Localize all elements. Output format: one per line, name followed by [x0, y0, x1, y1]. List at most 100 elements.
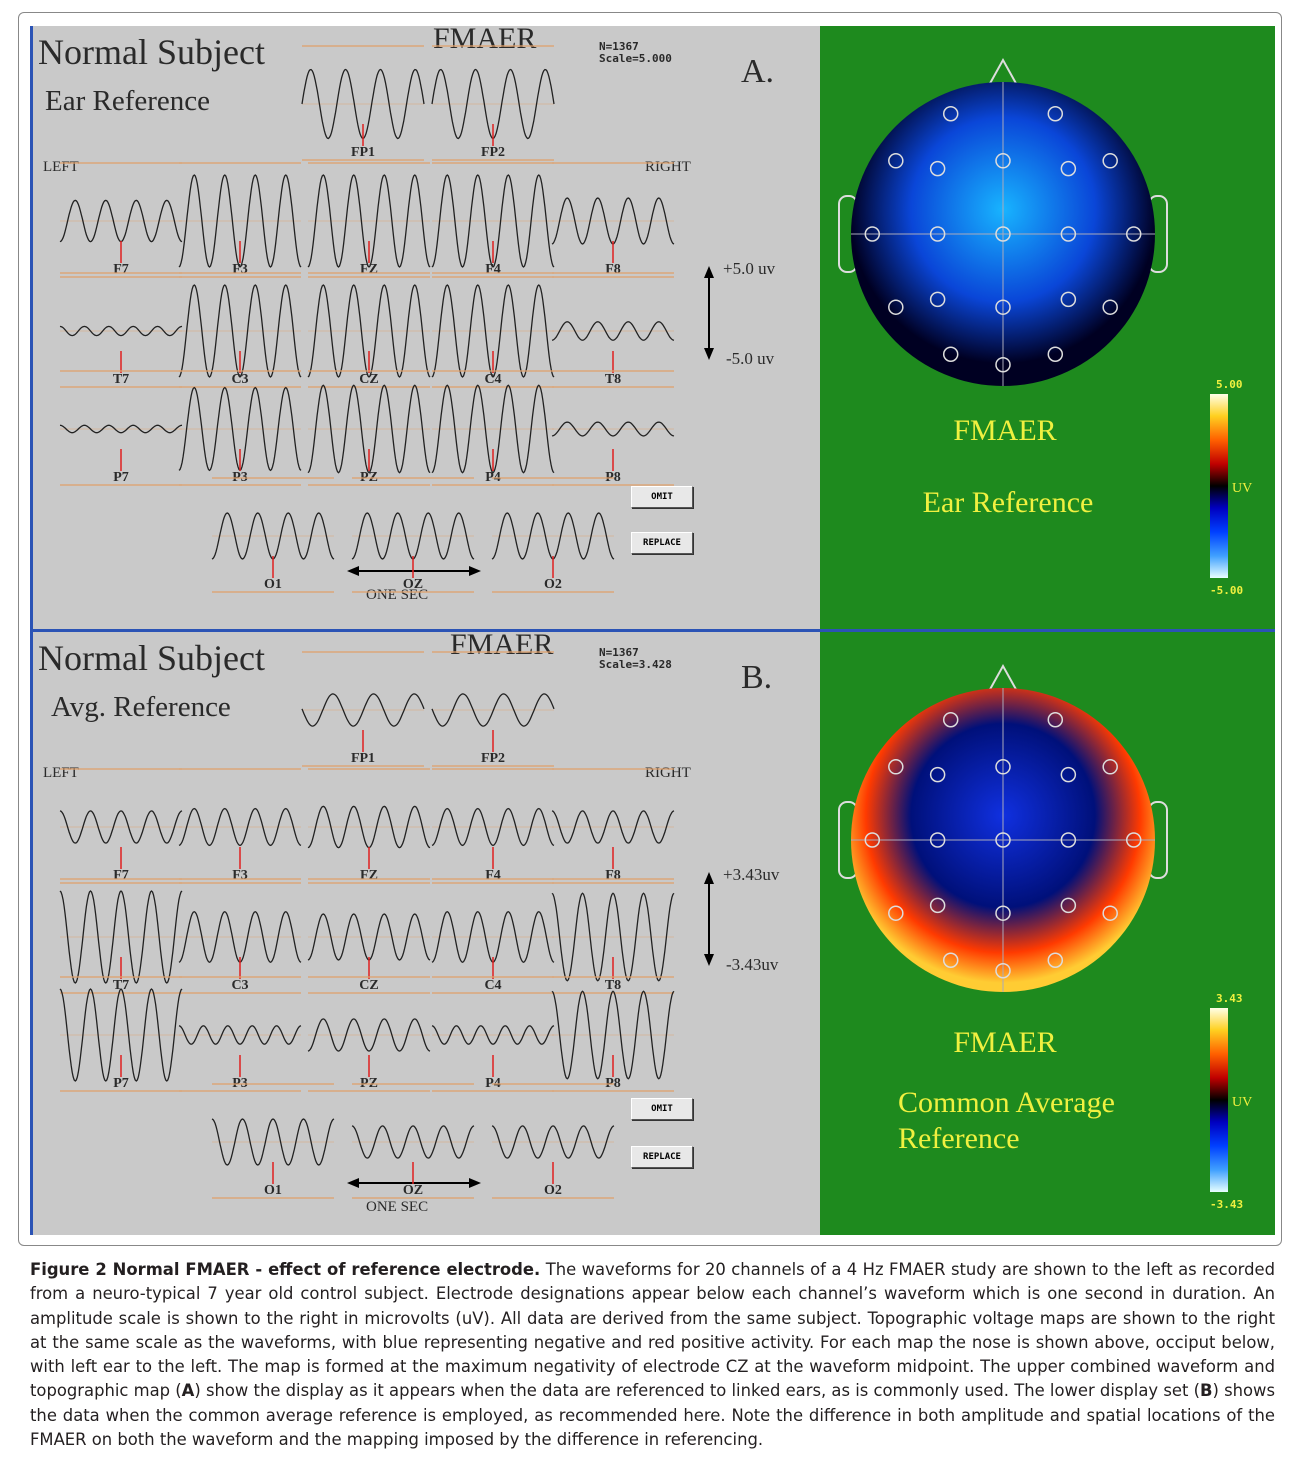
- waveform-oz: [351, 1125, 475, 1159]
- channel-label-f8: F8: [605, 868, 621, 883]
- channel-label-p7: P7: [113, 1076, 129, 1091]
- channel-label-oz: OZ: [403, 1183, 423, 1198]
- electrode-marker: [864, 832, 881, 848]
- electrode-marker: [995, 299, 1011, 315]
- topomap-panel-a: FMAER Ear Reference 5.00 UV -5.00: [820, 26, 1275, 629]
- electrode-marker: [995, 356, 1011, 373]
- arrow-head-up: [704, 872, 714, 884]
- colorbar-min: -3.43: [1210, 1198, 1243, 1211]
- left-label: LEFT: [43, 159, 79, 175]
- scale-bottom-label: -5.0 uv: [726, 349, 775, 368]
- electrode-marker: [942, 952, 959, 969]
- waveform-pz: [307, 1018, 431, 1052]
- caption-ref-a: A: [181, 1381, 195, 1401]
- electrode-marker: [942, 711, 959, 728]
- waveform-f4: [431, 807, 555, 847]
- channel-label-c3: C3: [231, 978, 248, 993]
- caption-label: Figure 2 Normal FMAER - effect of refere…: [30, 1260, 541, 1279]
- colorbar-min: -5.00: [1210, 584, 1243, 597]
- colorbar-unit: UV: [1232, 1095, 1252, 1110]
- topomap-svg-a: FMAER Ear Reference 5.00 UV -5.00: [838, 57, 1252, 597]
- colorbar-max: 5.00: [1216, 378, 1243, 391]
- time-label: ONE SEC: [366, 587, 428, 603]
- waveform-o2: [491, 1125, 615, 1159]
- map-title: FMAER: [953, 414, 1056, 447]
- channel-label-fz: FZ: [360, 868, 378, 883]
- waveform-cz: [307, 284, 431, 378]
- scale-top-label: +3.43uv: [723, 865, 780, 884]
- channel-label-fp2: FP2: [481, 751, 505, 766]
- left-label: LEFT: [43, 765, 79, 781]
- channel-label-f8: F8: [605, 262, 621, 277]
- electrode-marker: [995, 905, 1011, 921]
- waveform-p8: [551, 421, 675, 437]
- channel-label-o2: O2: [544, 1183, 562, 1198]
- channel-label-f3: F3: [232, 262, 248, 277]
- electrode-marker: [929, 766, 946, 783]
- replace-button[interactable]: REPLACE: [631, 532, 693, 554]
- map-title: FMAER: [953, 1026, 1056, 1059]
- electrode-marker: [1060, 226, 1077, 242]
- electrode-marker: [929, 226, 946, 242]
- channel-label-f7: F7: [113, 262, 129, 277]
- electrode-marker: [1060, 160, 1077, 177]
- electrode-marker: [888, 153, 904, 169]
- caption-text-1: The waveforms for 20 channels of a 4 Hz …: [30, 1260, 1275, 1401]
- caption-ref-b: B: [1199, 1381, 1213, 1401]
- electrode-marker: [995, 832, 1011, 848]
- waveform-t7: [59, 325, 183, 337]
- channel-label-f3: F3: [232, 868, 248, 883]
- replace-button[interactable]: REPLACE: [631, 1146, 693, 1168]
- electrode-marker: [864, 226, 881, 242]
- electrode-marker: [929, 291, 946, 308]
- waveform-f4: [431, 174, 555, 268]
- channel-label-f7: F7: [113, 868, 129, 883]
- waveform-p7: [59, 988, 183, 1082]
- channel-label-c4: C4: [484, 978, 501, 993]
- sample-count: N=1367: [599, 40, 639, 53]
- waveform-c4: [431, 284, 555, 378]
- right-label: RIGHT: [645, 159, 691, 175]
- waveform-p7: [59, 424, 183, 434]
- channel-label-t8: T8: [605, 978, 621, 993]
- waveform-c3: [178, 284, 302, 378]
- waveform-f3: [178, 807, 302, 847]
- colorbar: [1210, 1008, 1228, 1192]
- channel-label-o1: O1: [264, 1183, 282, 1198]
- panel-header: FMAER: [450, 632, 553, 661]
- colorbar-max: 3.43: [1216, 992, 1243, 1005]
- waveform-p3: [178, 1025, 302, 1045]
- channel-label-t8: T8: [605, 372, 621, 387]
- topomap-panel-b: FMAER Common Average Reference 3.43 UV -3.43: [820, 632, 1275, 1235]
- electrode-marker: [1102, 299, 1118, 315]
- waveform-svg-a: Normal Subject Ear Reference FMAER N=1367Sc…: [38, 22, 776, 603]
- electrode-marker: [888, 905, 904, 921]
- electrode-marker: [1060, 766, 1077, 783]
- electrode-marker: [888, 299, 904, 315]
- colorbar-unit: UV: [1232, 481, 1252, 496]
- channel-label-cz: CZ: [359, 978, 378, 993]
- waveform-panel-b: Normal Subject Avg. Reference FMAER N=1367 S…: [30, 628, 823, 1235]
- electrode-marker: [1102, 153, 1118, 169]
- waveform-pz: [307, 384, 431, 474]
- electrode-marker: [929, 897, 946, 914]
- waveform-t8: [551, 892, 675, 982]
- electrode-marker: [942, 105, 959, 122]
- time-arrow-left: [347, 566, 359, 576]
- scale-bottom-label: -3.43uv: [726, 955, 779, 974]
- electrode-marker: [942, 346, 959, 363]
- omit-button[interactable]: OMIT: [631, 486, 693, 508]
- electrode-marker: [1102, 759, 1118, 775]
- waveform-fp1: [301, 693, 425, 727]
- channel-label-o2: O2: [544, 577, 562, 592]
- waveform-fp2: [431, 693, 555, 727]
- channel-label-f4: F4: [485, 262, 501, 277]
- omit-button[interactable]: OMIT: [631, 1098, 693, 1120]
- waveform-f8: [551, 810, 675, 844]
- channel-label-t7: T7: [113, 372, 129, 387]
- scale-top-label: +5.0 uv: [723, 259, 776, 278]
- panel-subtitle: Ear Reference: [45, 85, 210, 117]
- electrode-marker: [995, 759, 1011, 775]
- electrode-marker: [995, 153, 1011, 169]
- electrode-marker: [1047, 711, 1064, 728]
